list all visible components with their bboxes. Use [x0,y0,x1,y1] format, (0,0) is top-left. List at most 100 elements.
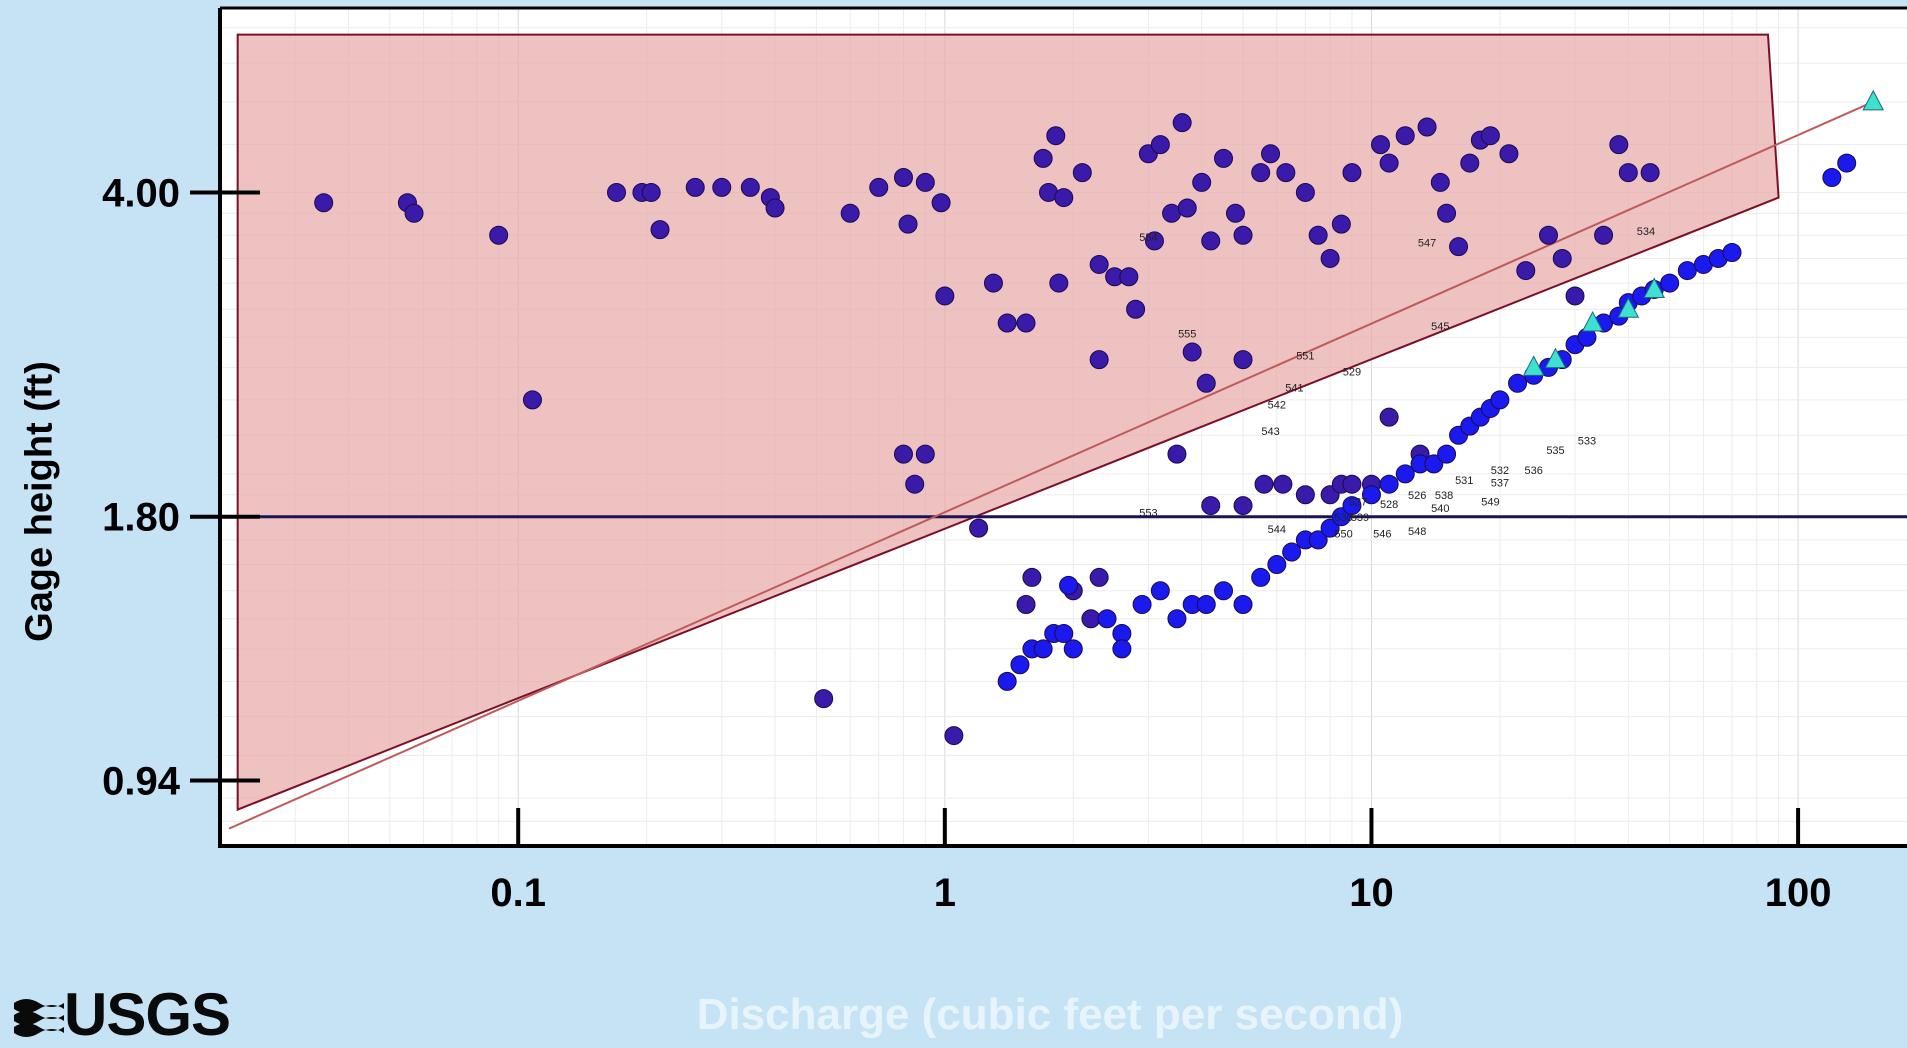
measurement-point [997,313,1017,333]
measurement-point [893,168,913,188]
measurement-point [1430,172,1450,192]
measurement-point [1081,609,1101,629]
measurement-point [1342,163,1362,183]
measurement-point [685,177,705,197]
logo-text: USGS [64,981,231,1048]
measurement-point [1016,595,1036,615]
x-tick-label: 10 [1349,871,1394,915]
measurement-point [1201,496,1221,516]
rating-point [1320,518,1340,538]
measurement-point [1201,231,1221,251]
measurement-point [1618,163,1638,183]
measurement-number-label: 544 [1268,524,1286,536]
measurement-point [1594,225,1614,245]
measurement-number-label: 529 [1343,366,1361,378]
measurement-point [1565,286,1585,306]
measurement-point [1089,254,1109,274]
x-tick-label: 100 [1765,871,1832,915]
measurement-number-label: 541 [1285,383,1303,395]
measurement-point [1177,198,1197,218]
measurement-point [1379,153,1399,173]
measurement-point [1214,148,1234,168]
measurement-number-label: 549 [1481,497,1499,509]
measurement-point [1609,135,1629,155]
rating-point [1282,542,1302,562]
measurement-point [915,444,935,464]
usgs-logo: USGS [14,981,231,1048]
measurement-point [931,193,951,213]
rating-point [1132,595,1152,615]
usgs-wave-icon [14,999,64,1037]
measurement-number-label: 539 [1351,512,1369,524]
rating-point [1822,168,1842,188]
measurement-point [1182,342,1202,362]
measurement-point [935,286,955,306]
measurement-number-label: 551 [1296,351,1314,363]
measurement-point [905,474,925,494]
measurement-point [1022,567,1042,587]
rating-point [1361,485,1381,505]
rating-point [1837,153,1857,173]
measurement-point [1371,135,1391,155]
rating-point [1167,609,1187,629]
measurement-number-label: 531 [1455,475,1473,487]
rating-point [1424,454,1444,474]
measurement-number-label: 550 [1334,529,1352,541]
measurement-point [650,220,670,240]
rating-point [1677,261,1697,281]
measurement-point [1196,373,1216,393]
rating-point [1233,595,1253,615]
rating-point [1150,581,1170,601]
axes [218,6,1907,848]
measurement-number-label: 542 [1268,399,1286,411]
measurement-point [1089,567,1109,587]
measurement-point [1192,172,1212,192]
y-tick-label: 1.80 [102,496,180,540]
measurement-point [969,518,989,538]
measurement-point [840,203,860,223]
measurement-point [1273,474,1293,494]
measurement-point [607,182,627,202]
measurement-point [1167,444,1187,464]
ticks: 0.1 1 10 100 0.94 1.80 4.00 [102,171,1831,915]
measurement-point [1251,163,1271,183]
measurement-point [944,726,964,746]
measurement-number-label: 530 [1334,512,1352,524]
measurement-point [1119,267,1139,287]
rating-point [997,671,1017,691]
measurement-point [1552,248,1572,268]
measurement-number-label: 555 [1178,328,1196,340]
x-tick-label: 1 [934,871,956,915]
measurement-point [1331,214,1351,234]
shaded-region [236,33,1780,812]
measurement-point [1417,117,1437,137]
measurement-point [1379,407,1399,427]
measurement-point [1225,203,1245,223]
measurement-point [1320,248,1340,268]
rating-point [1342,496,1362,516]
y-tick-label: 0.94 [102,760,181,804]
measurement-point [641,182,661,202]
measurement-point [489,225,509,245]
measurement-point [1233,496,1253,516]
rating-point [1214,581,1234,601]
measurement-point [1233,225,1253,245]
measurement-number-label: 543 [1261,426,1279,438]
rating-point [1112,639,1132,659]
rating-point [1660,273,1680,293]
shaded-region-polygon [236,33,1780,812]
measurement-number-label: 526 [1408,490,1426,502]
measurement-point [1172,113,1192,133]
measurement-point [1640,163,1660,183]
rating-point [1033,639,1053,659]
measurement-point [814,689,834,709]
measurement-point [314,193,334,213]
rating-point [1063,639,1083,659]
rating-point [1722,243,1742,263]
measurement-point [1295,182,1315,202]
measurement-point [1072,163,1092,183]
rating-point [1508,373,1528,393]
measurement-point [1460,153,1480,173]
measurement-point [1046,126,1066,146]
